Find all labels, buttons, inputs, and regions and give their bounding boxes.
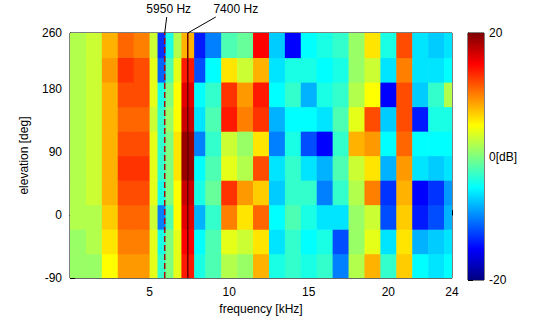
- svg-text:-20: -20: [489, 273, 507, 287]
- svg-text:frequency [kHz]: frequency [kHz]: [219, 302, 302, 316]
- svg-text:5: 5: [146, 285, 153, 299]
- svg-text:elevation [deg]: elevation [deg]: [17, 117, 31, 195]
- svg-text:0: 0: [55, 208, 62, 222]
- svg-text:90: 90: [49, 145, 63, 159]
- svg-text:-90: -90: [45, 271, 63, 285]
- svg-text:180: 180: [42, 82, 62, 96]
- svg-text:20: 20: [382, 285, 396, 299]
- svg-text:20: 20: [489, 26, 503, 40]
- svg-text:24: 24: [445, 285, 459, 299]
- svg-text:10: 10: [222, 285, 236, 299]
- svg-text:260: 260: [42, 26, 62, 40]
- svg-text:0[dB]: 0[dB]: [489, 150, 517, 164]
- svg-text:15: 15: [302, 285, 316, 299]
- svg-text:5950 Hz: 5950 Hz: [146, 2, 191, 16]
- svg-text:7400 Hz: 7400 Hz: [213, 2, 258, 16]
